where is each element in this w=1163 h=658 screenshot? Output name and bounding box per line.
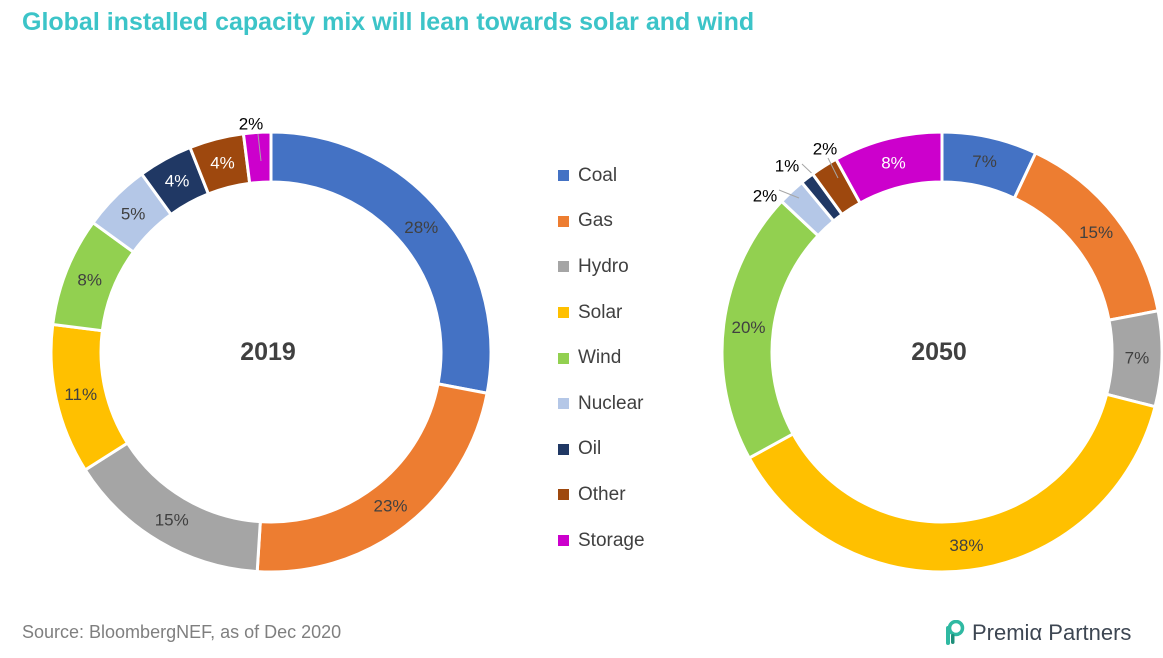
legend-swatch-gas [558, 215, 569, 227]
data-label-other-2050: 2% [813, 140, 838, 159]
leader-line-storage-2019 [257, 133, 262, 162]
data-label-storage-2019: 2% [239, 115, 264, 134]
legend-item-wind: Wind [558, 335, 645, 381]
legend-swatch-oil [558, 443, 569, 455]
donut-2019: 28% 23% 15% 11% 8% 5% 4% 4% 2% 2019 [49, 115, 493, 574]
legend-item-gas: Gas [558, 199, 645, 245]
slice-storage-2019 [241, 130, 273, 186]
source-note: Source: BloombergNEF, as of Dec 2020 [22, 622, 342, 642]
slice-hydro-2019 [83, 441, 262, 574]
legend-swatch-coal [558, 170, 569, 182]
legend-label-coal: Coal [578, 164, 618, 186]
data-label-solar-2050: 38% [949, 536, 983, 555]
center-label-2019: 2019 [240, 338, 296, 366]
data-label-coal-2019: 28% [404, 218, 438, 237]
legend-swatch-storage [558, 535, 569, 547]
data-label-coal-2050: 7% [972, 152, 997, 171]
data-label-gas-2050: 15% [1079, 223, 1113, 242]
legend-label-wind: Wind [578, 347, 622, 369]
data-label-storage-2050: 8% [881, 154, 906, 173]
legend-swatch-hydro [558, 261, 569, 273]
data-label-nuclear-2019: 5% [121, 205, 146, 224]
legend-item-coal: Coal [558, 153, 645, 199]
brand-logo: Premiα Partners [942, 620, 1131, 646]
slice-coal-2019 [269, 130, 493, 395]
legend-item-other: Other [558, 472, 645, 518]
legend-swatch-other [558, 489, 569, 501]
legend-swatch-wind [558, 352, 569, 364]
data-label-solar-2019: 11% [64, 385, 97, 404]
leader-line-other-2050 [827, 157, 839, 179]
data-label-wind-2050: 20% [732, 318, 766, 337]
chart-title: Global installed capacity mix will lean … [22, 8, 755, 36]
slice-gas-2019 [255, 382, 489, 574]
legend-label-gas: Gas [578, 210, 613, 232]
data-label-other-2019: 4% [210, 154, 235, 173]
premia-logo-icon [946, 620, 965, 645]
legend-label-hydro: Hydro [578, 255, 629, 277]
data-label-gas-2019: 23% [374, 497, 408, 516]
leader-line-nuclear-2050 [778, 189, 800, 199]
legend-swatch-solar [558, 307, 569, 319]
data-label-oil-2019: 4% [165, 172, 190, 191]
legend-item-hydro: Hydro [558, 244, 645, 290]
legend-item-oil: Oil [558, 427, 645, 473]
legend-label-oil: Oil [578, 438, 602, 460]
legend-item-solar: Solar [558, 290, 645, 336]
donut-2050: 7% 15% 7% 38% 20% 2% 1% 2% 8% 2050 [720, 130, 1163, 574]
legend-label-solar: Solar [578, 301, 623, 323]
data-label-wind-2019: 8% [77, 271, 102, 290]
data-label-hydro-2050: 7% [1125, 349, 1150, 368]
legend-item-nuclear: Nuclear [558, 381, 645, 427]
data-label-nuclear-2050: 2% [753, 187, 778, 206]
slice-solar-2050 [747, 392, 1157, 574]
data-label-oil-2050: 1% [775, 157, 800, 176]
slice-storage-2050 [833, 130, 944, 206]
legend-label-nuclear: Nuclear [578, 392, 644, 414]
legend-label-storage: Storage [578, 529, 645, 551]
data-label-hydro-2019: 15% [155, 510, 189, 529]
center-label-2050: 2050 [911, 338, 967, 366]
legend-item-storage: Storage [558, 518, 645, 564]
legend: Coal Gas Hydro Solar Wind Nuclear Oil Other Stor… [558, 153, 645, 563]
brand-name: Premiα Partners [972, 620, 1132, 645]
legend-label-other: Other [578, 483, 626, 505]
legend-swatch-nuclear [558, 398, 569, 410]
